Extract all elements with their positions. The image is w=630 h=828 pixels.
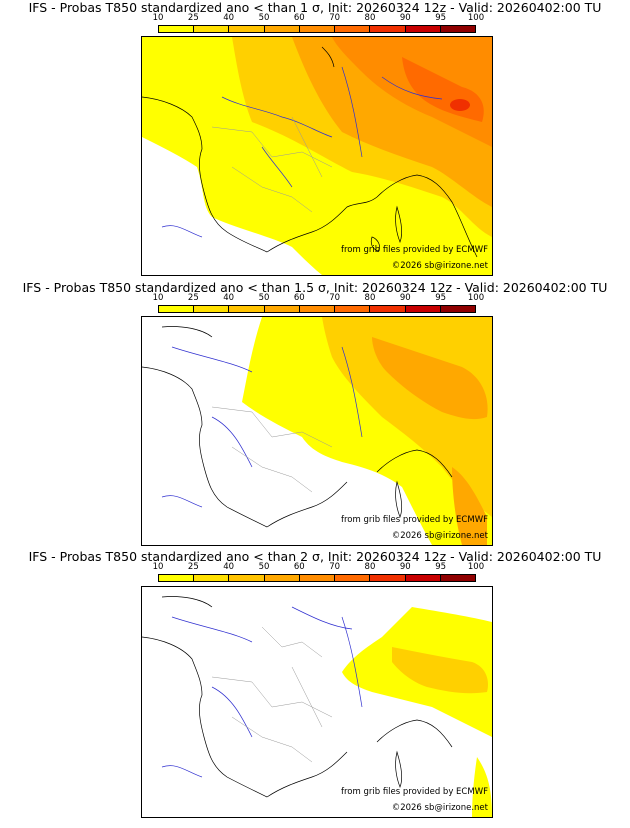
legend-swatch (299, 306, 336, 312)
probability-map: from grib files provided by ECMWF ©2026 … (141, 36, 493, 276)
legend-tick: 70 (329, 13, 341, 23)
copyright-credit: ©2026 sb@irizone.net (391, 261, 488, 271)
legend-swatch (335, 575, 371, 581)
legend-tick: 100 (467, 293, 485, 303)
legend-tick: 90 (399, 293, 411, 303)
legend-swatch (405, 575, 441, 581)
legend-tick: 60 (293, 13, 305, 23)
legend-tick: 10 (152, 562, 164, 572)
legend-swatch (405, 306, 441, 312)
legend-swatch (335, 306, 371, 312)
map-graphic (142, 37, 492, 275)
legend-tick: 80 (364, 13, 376, 23)
legend-tick: 40 (223, 293, 235, 303)
legend-tick: 25 (187, 13, 199, 23)
legend-tick: 80 (364, 293, 376, 303)
color-legend (158, 574, 476, 582)
legend-tick: 50 (258, 293, 270, 303)
legend-swatch (229, 306, 265, 312)
legend-tick: 60 (293, 562, 305, 572)
legend-tick: 50 (258, 13, 270, 23)
legend-swatch (370, 26, 406, 32)
legend-swatch (159, 306, 195, 312)
legend-ticks: 10 25 40 50 60 70 80 90 95 100 (153, 293, 485, 305)
panel-title: IFS - Probas T850 standardized ano < tha… (28, 0, 602, 15)
legend-tick: 90 (399, 13, 411, 23)
legend-tick: 100 (467, 13, 485, 23)
legend-swatch (264, 306, 300, 312)
legend-swatch (264, 26, 300, 32)
source-credit: from grib files provided by ECMWF (341, 787, 488, 797)
source-credit: from grib files provided by ECMWF (341, 515, 488, 525)
legend-tick: 95 (435, 562, 447, 572)
legend-swatch (299, 26, 336, 32)
copyright-credit: ©2026 sb@irizone.net (391, 803, 488, 813)
legend-tick: 40 (223, 562, 235, 572)
legend-swatch (440, 306, 475, 312)
legend-swatch (370, 575, 406, 581)
legend-ticks: 10 25 40 50 60 70 80 90 95 100 (153, 562, 485, 574)
legend-tick: 25 (187, 562, 199, 572)
legend-swatch (299, 575, 336, 581)
color-legend (158, 25, 476, 33)
legend-swatch (194, 575, 230, 581)
legend-tick: 100 (467, 562, 485, 572)
copyright-credit: ©2026 sb@irizone.net (391, 531, 488, 541)
legend-swatch (229, 26, 265, 32)
legend-swatch (264, 575, 300, 581)
map-graphic (142, 596, 492, 817)
legend-swatch (159, 26, 195, 32)
probability-map: from grib files provided by ECMWF ©2026 … (141, 586, 493, 818)
legend-swatch (440, 26, 475, 32)
legend-tick: 50 (258, 562, 270, 572)
legend-tick: 95 (435, 13, 447, 23)
legend-tick: 60 (293, 293, 305, 303)
panel-title: IFS - Probas T850 standardized ano < tha… (22, 280, 608, 295)
panel-title: IFS - Probas T850 standardized ano < tha… (28, 549, 602, 564)
legend-swatch (229, 575, 265, 581)
legend-tick: 80 (364, 562, 376, 572)
legend-tick: 95 (435, 293, 447, 303)
legend-swatch (194, 306, 230, 312)
legend-swatch (335, 26, 371, 32)
map-graphic (142, 317, 492, 545)
legend-tick: 10 (152, 13, 164, 23)
legend-swatch (440, 575, 475, 581)
legend-swatch (405, 26, 441, 32)
legend-tick: 40 (223, 13, 235, 23)
source-credit: from grib files provided by ECMWF (341, 245, 488, 255)
legend-swatch (194, 26, 230, 32)
color-legend (158, 305, 476, 313)
map-panel-3: IFS - Probas T850 standardized ano < tha… (0, 546, 630, 828)
probability-map: from grib files provided by ECMWF ©2026 … (141, 316, 493, 546)
legend-tick: 25 (187, 293, 199, 303)
legend-tick: 90 (399, 562, 411, 572)
legend-swatch (370, 306, 406, 312)
legend-tick: 70 (329, 562, 341, 572)
map-panel-2: IFS - Probas T850 standardized ano < tha… (0, 276, 630, 546)
legend-ticks: 10 25 40 50 60 70 80 90 95 100 (153, 13, 485, 25)
map-panel-1: IFS - Probas T850 standardized ano < tha… (0, 0, 630, 276)
legend-tick: 10 (152, 293, 164, 303)
legend-tick: 70 (329, 293, 341, 303)
legend-swatch (159, 575, 195, 581)
